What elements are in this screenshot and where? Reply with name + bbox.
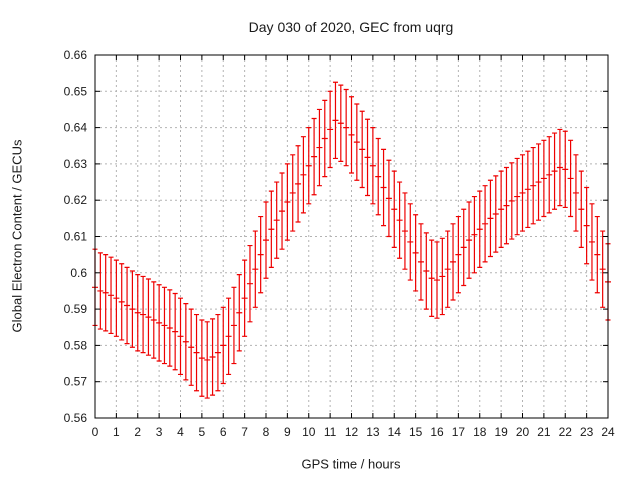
x-tick-label: 23 (580, 425, 594, 439)
y-tick-label: 0.66 (64, 48, 88, 62)
x-tick-label: 9 (284, 425, 291, 439)
x-tick-label: 15 (409, 425, 423, 439)
x-tick-label: 4 (177, 425, 184, 439)
x-tick-label: 10 (302, 425, 316, 439)
x-tick-label: 18 (473, 425, 487, 439)
x-tick-label: 22 (559, 425, 573, 439)
y-tick-label: 0.61 (64, 230, 88, 244)
chart-title: Day 030 of 2020, GEC from uqrg (248, 19, 454, 35)
x-tick-label: 16 (430, 425, 444, 439)
y-tick-label: 0.59 (64, 302, 88, 316)
x-tick-label: 21 (537, 425, 551, 439)
y-tick-label: 0.58 (64, 338, 88, 352)
y-tick-label: 0.63 (64, 157, 88, 171)
y-tick-label: 0.62 (64, 193, 88, 207)
x-tick-label: 0 (92, 425, 99, 439)
y-axis-label: Global Electron Content / GECUs (9, 139, 25, 333)
x-tick-label: 1 (113, 425, 120, 439)
x-tick-label: 24 (601, 425, 615, 439)
y-tick-label: 0.6 (70, 266, 87, 280)
x-tick-label: 14 (388, 425, 402, 439)
x-tick-label: 7 (241, 425, 248, 439)
x-axis-label: GPS time / hours (301, 456, 401, 472)
x-tick-label: 12 (345, 425, 359, 439)
x-tick-label: 2 (134, 425, 141, 439)
y-tick-label: 0.56 (64, 411, 88, 425)
x-tick-label: 17 (452, 425, 466, 439)
x-tick-label: 13 (366, 425, 380, 439)
x-tick-label: 3 (156, 425, 163, 439)
x-tick-label: 5 (199, 425, 206, 439)
x-tick-label: 8 (263, 425, 270, 439)
y-tick-label: 0.64 (64, 121, 88, 135)
x-tick-label: 11 (324, 425, 337, 439)
y-tick-label: 0.57 (64, 375, 88, 389)
x-tick-label: 20 (516, 425, 530, 439)
x-tick-label: 19 (494, 425, 508, 439)
y-tick-label: 0.65 (64, 84, 88, 98)
x-tick-label: 6 (220, 425, 227, 439)
